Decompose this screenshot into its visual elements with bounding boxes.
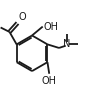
Text: N: N	[63, 39, 71, 49]
Text: OH: OH	[42, 75, 57, 85]
Text: O: O	[18, 12, 26, 22]
Text: OH: OH	[44, 22, 59, 32]
